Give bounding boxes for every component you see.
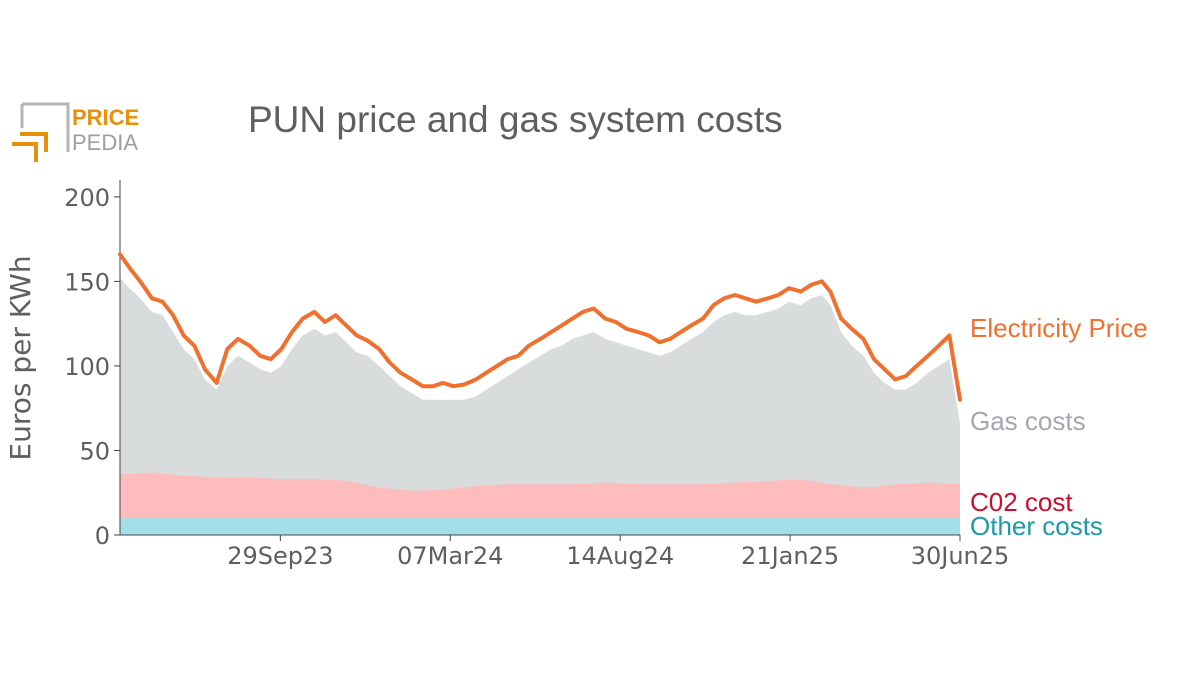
axes: 0 50 100 150 200 29Sep23 07Mar24 14Aug24 21Jan25… (64, 180, 1009, 570)
y-axis-label: Euros per KWh (4, 255, 37, 460)
line-layers (118, 252, 962, 402)
x-tick-label: 07Mar24 (397, 542, 503, 570)
x-tick-label: 14Aug24 (566, 542, 674, 570)
series-label-c02-cost: C02 cost (970, 487, 1073, 517)
area-other-costs (120, 518, 960, 535)
series-label-gas-costs: Gas costs (970, 406, 1086, 436)
series-labels: Electricity Price Gas costs C02 costOther … (970, 313, 1148, 541)
y-tick-label: 200 (64, 184, 110, 212)
area-gas-costs (120, 278, 960, 535)
pricepedia-logo: PRICE PEDIA (12, 102, 139, 162)
chart-title: PUN price and gas system costs (248, 99, 783, 140)
y-tick-label: 100 (64, 353, 110, 381)
series-label-other-costs: Other costs (970, 511, 1103, 541)
y-tick-label: 0 (95, 522, 110, 550)
x-tick-label: 30Jun25 (911, 542, 1010, 570)
logo-line2: PEDIA (72, 130, 138, 155)
logo-frame-icon (22, 102, 70, 152)
series-label-electricity-price: Electricity Price (970, 313, 1148, 343)
line-electricity-price (118, 252, 962, 402)
area-layers (120, 278, 960, 535)
y-tick-label: 50 (79, 437, 110, 465)
logo-corner-icon (12, 142, 38, 162)
x-tick-label: 21Jan25 (741, 542, 839, 570)
y-tick-label: 150 (64, 268, 110, 296)
logo-line1: PRICE (72, 105, 139, 130)
x-tick-label: 29Sep23 (227, 542, 333, 570)
